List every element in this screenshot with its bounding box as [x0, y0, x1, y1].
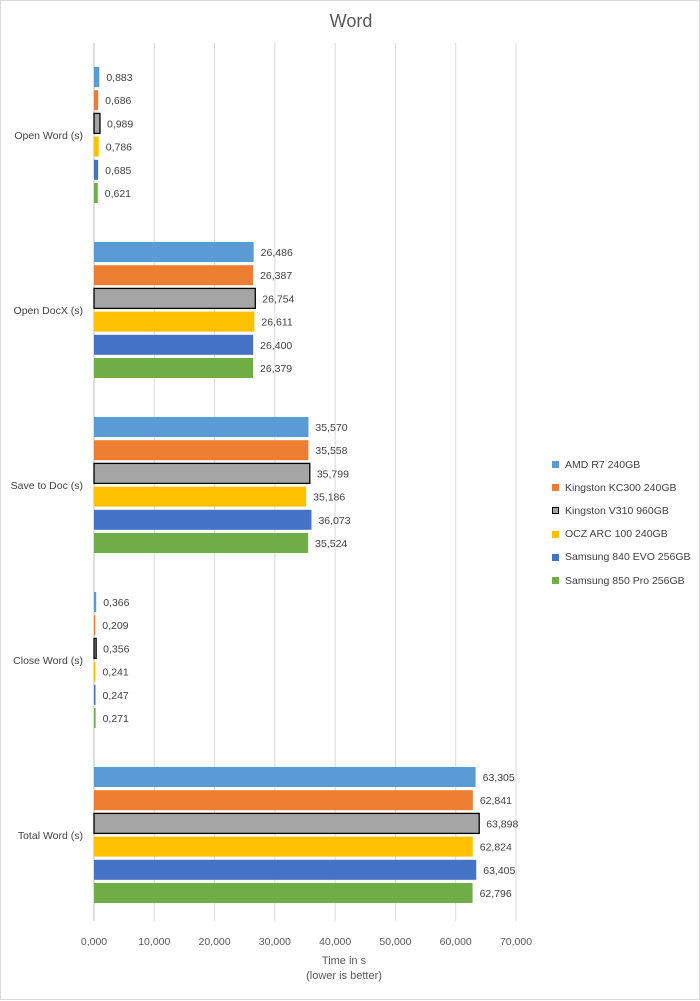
bar: [93, 637, 97, 660]
bar: [94, 417, 309, 437]
bar: [93, 812, 480, 835]
data-label: 35,186: [313, 492, 345, 504]
x-tick-label: 60,000: [440, 936, 472, 948]
bar: [94, 859, 477, 880]
x-tick-label: 0,000: [81, 936, 107, 948]
x-axis-title-line-2: (lower is better): [306, 970, 382, 982]
bar: [94, 311, 255, 332]
x-tick-label: 20,000: [199, 936, 231, 948]
legend-swatch: [552, 553, 559, 561]
legend-swatch: [552, 530, 559, 538]
data-label: 35,558: [315, 445, 347, 457]
data-label: 0,621: [105, 188, 131, 200]
bar: [94, 183, 98, 203]
bar: [94, 440, 309, 461]
bar: [94, 790, 473, 811]
data-label: 36,073: [318, 515, 350, 527]
bar: [94, 533, 309, 553]
category-label: Save to Doc (s): [11, 480, 83, 492]
data-label: 62,796: [480, 888, 512, 900]
category-label: Total Word (s): [18, 830, 83, 842]
bar: [93, 112, 101, 135]
bar: [94, 509, 312, 530]
x-tick-label: 50,000: [379, 936, 411, 948]
legend-label: OCZ ARC 100 240GB: [565, 528, 668, 541]
legend-swatch: [552, 461, 559, 469]
data-label: 0,883: [106, 72, 132, 84]
data-label: 0,247: [102, 690, 128, 702]
data-label: 62,841: [480, 795, 512, 807]
legend-swatch: [552, 484, 559, 492]
x-tick-label: 40,000: [319, 936, 351, 948]
legend-item: Samsung 840 EVO 256GB: [552, 546, 691, 569]
chart-title: Word: [329, 11, 373, 31]
legend-label: Kingston V310 960GB: [565, 504, 669, 517]
bar: [93, 287, 256, 310]
data-label: 26,754: [262, 293, 294, 305]
legend-label: Samsung 850 Pro 256GB: [565, 574, 685, 587]
legend-label: Kingston KC300 240GB: [565, 481, 677, 494]
data-label: 0,241: [102, 667, 128, 679]
x-axis-title: Time in s (lower is better): [244, 954, 444, 984]
legend-item: AMD R7 240GB: [552, 453, 691, 476]
data-label: 62,824: [480, 842, 512, 854]
bar: [94, 265, 254, 286]
bar: [94, 67, 100, 87]
data-label: 0,989: [107, 118, 133, 130]
data-label: 0,366: [103, 597, 129, 609]
x-tick-label: 70,000: [500, 936, 532, 948]
bar: [94, 159, 99, 180]
bar: [94, 684, 96, 705]
bar: [94, 767, 476, 787]
data-label: 26,379: [260, 363, 292, 375]
bar: [94, 358, 254, 378]
bar: [94, 242, 254, 262]
data-label: 26,400: [260, 340, 292, 352]
legend-swatch: [552, 577, 559, 585]
data-label: 0,686: [105, 95, 131, 107]
bar: [94, 592, 97, 612]
bar: [94, 836, 473, 857]
legend-item: Samsung 850 Pro 256GB: [552, 569, 691, 592]
x-axis-title-line-1: Time in s: [321, 955, 367, 967]
x-tick-label: 30,000: [259, 936, 291, 948]
category-label: Open DocX (s): [14, 305, 83, 317]
category-label: Close Word (s): [13, 655, 83, 667]
bar: [93, 462, 311, 485]
data-label: 0,356: [103, 643, 129, 655]
data-label: 35,524: [315, 538, 347, 550]
legend-item: OCZ ARC 100 240GB: [552, 523, 691, 546]
data-label: 0,271: [103, 713, 129, 725]
data-label: 26,611: [261, 317, 292, 329]
data-label: 26,486: [261, 247, 293, 259]
bar: [94, 661, 96, 682]
legend-item: Kingston KC300 240GB: [552, 476, 691, 499]
category-label: Open Word (s): [14, 130, 83, 142]
bar: [94, 615, 96, 636]
legend-item: Kingston V310 960GB: [552, 499, 691, 522]
x-tick-label: 10,000: [138, 936, 170, 948]
data-label: 0,786: [106, 142, 132, 154]
legend-swatch: [552, 507, 559, 515]
legend-label: Samsung 840 EVO 256GB: [565, 551, 691, 564]
bar: [94, 708, 96, 728]
data-label: 63,305: [483, 772, 515, 784]
data-label: 0,685: [105, 165, 131, 177]
data-label: 26,387: [260, 270, 292, 282]
data-label: 35,799: [317, 468, 349, 480]
chart-legend: AMD R7 240GB Kingston KC300 240GB Kingston…: [552, 453, 691, 592]
legend-label: AMD R7 240GB: [565, 458, 641, 471]
data-label: 63,405: [483, 865, 515, 877]
bar: [94, 334, 254, 355]
bar: [94, 136, 99, 157]
bar: [94, 90, 99, 111]
data-label: 35,570: [315, 422, 347, 434]
bar: [94, 883, 473, 903]
data-label: 0,209: [102, 620, 128, 632]
data-label: 63,898: [486, 818, 518, 830]
bar: [94, 486, 307, 507]
